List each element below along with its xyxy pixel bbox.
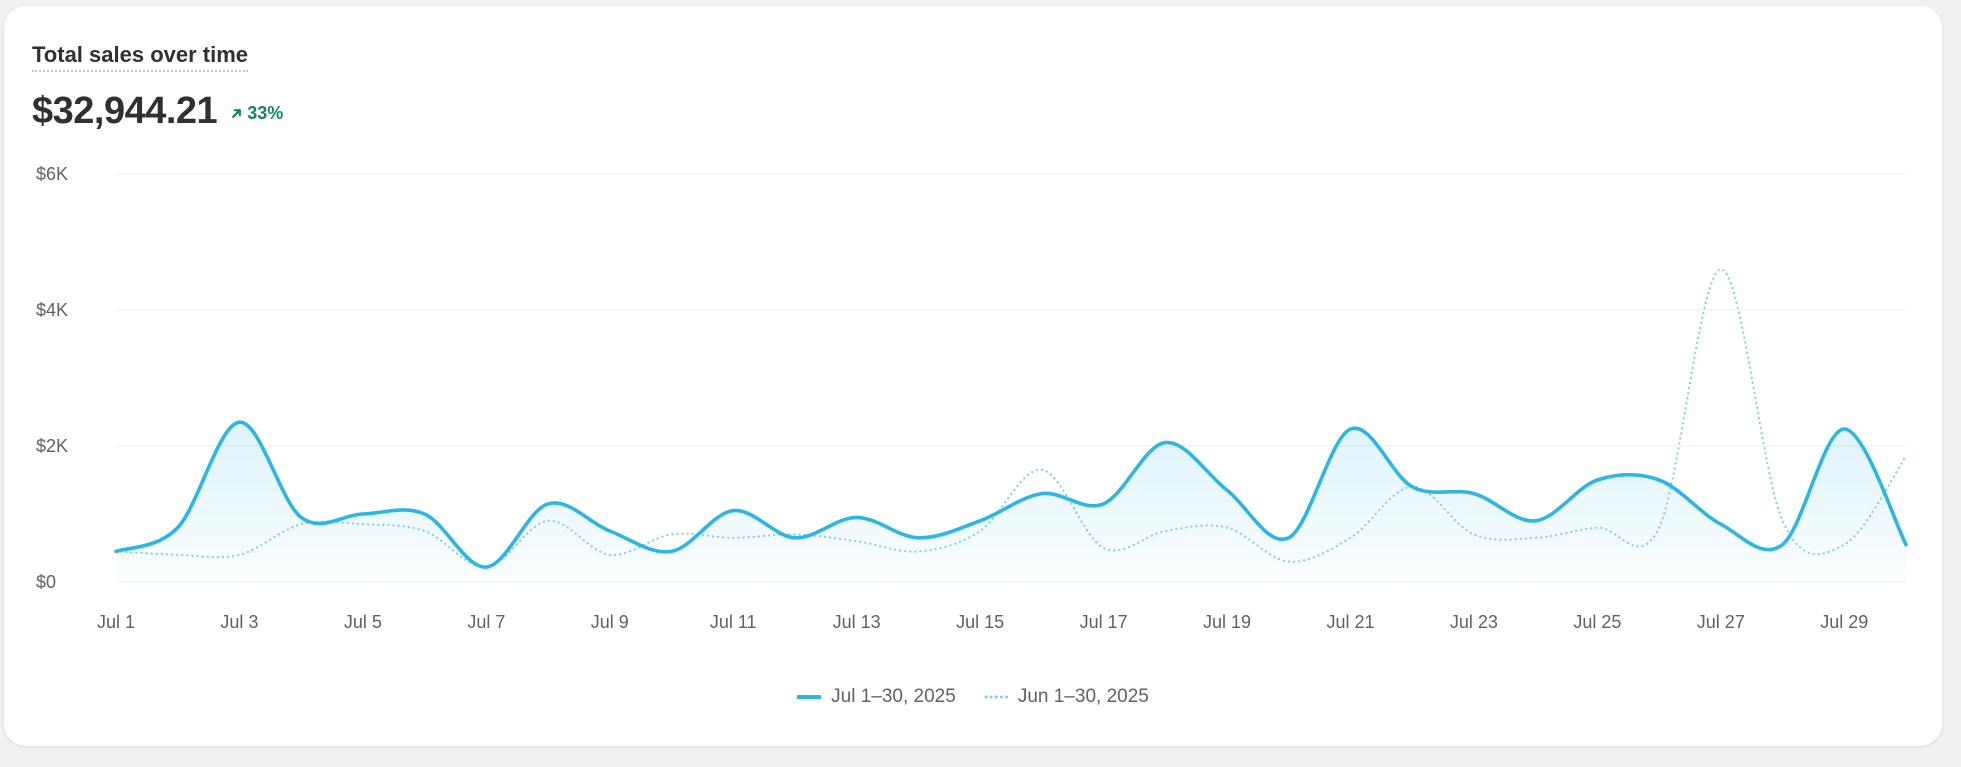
legend-item-previous[interactable]: Jun 1–30, 2025 [984, 686, 1149, 708]
sales-line-chart[interactable]: $0 $2K $4K $6K Jul 1 Jul 3 Jul 5 Jul 7 Jul 9 Jul … [4, 6, 1942, 656]
x-tick-label: Jul 21 [1326, 612, 1374, 632]
y-tick-label: $4K [36, 300, 68, 320]
x-tick-label: Jul 27 [1697, 612, 1745, 632]
x-tick-label: Jul 5 [344, 612, 382, 632]
arrow-up-right-icon [232, 109, 242, 118]
chart-legend: Jul 1–30, 2025 Jun 1–30, 2025 [4, 686, 1942, 708]
change-percent: 33% [247, 103, 284, 123]
x-tick-label: Jul 1 [97, 612, 135, 632]
y-tick-label: $2K [36, 436, 68, 456]
change-badge: 33% [231, 103, 283, 124]
current-series-area [116, 422, 1906, 582]
x-tick-label: Jul 17 [1080, 612, 1128, 632]
x-tick-label: Jul 13 [833, 612, 881, 632]
x-tick-label: Jul 23 [1450, 612, 1498, 632]
x-tick-label: Jul 25 [1573, 612, 1621, 632]
dotted-line-swatch-icon [984, 695, 1008, 699]
legend-label-previous: Jun 1–30, 2025 [1017, 686, 1149, 707]
x-tick-label: Jul 7 [467, 612, 505, 632]
total-sales-value: $32,944.21 [32, 90, 218, 132]
metric-row: $32,944.21 33% [32, 90, 283, 133]
x-tick-label: Jul 29 [1820, 612, 1868, 632]
legend-label-current: Jul 1–30, 2025 [831, 686, 956, 707]
current-period-line [114, 420, 1908, 569]
y-tick-label: $0 [36, 572, 56, 592]
x-tick-label: Jul 15 [956, 612, 1004, 632]
solid-line-swatch-icon [797, 695, 822, 699]
x-tick-label: Jul 3 [220, 612, 258, 632]
x-tick-label: Jul 19 [1203, 612, 1251, 632]
x-tick-label: Jul 9 [591, 612, 629, 632]
sales-card: Total sales over time $32,944.21 33% $0 $… [4, 6, 1942, 746]
chart-title[interactable]: Total sales over time [32, 42, 249, 73]
y-tick-label: $6K [36, 164, 68, 184]
previous-period-line [114, 268, 1908, 569]
legend-item-current[interactable]: Jul 1–30, 2025 [797, 686, 956, 708]
x-tick-label: Jul 11 [710, 612, 757, 632]
